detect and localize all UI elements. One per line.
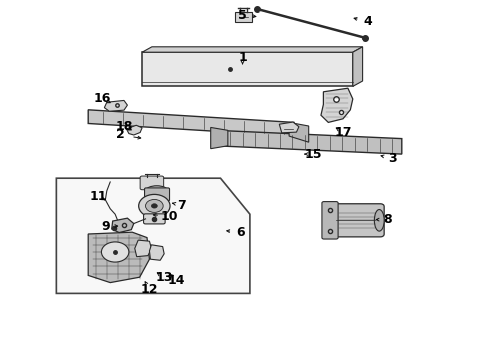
Polygon shape	[289, 122, 309, 142]
FancyBboxPatch shape	[145, 188, 170, 201]
Polygon shape	[279, 122, 299, 133]
Text: 11: 11	[89, 190, 107, 203]
Text: 9: 9	[101, 220, 110, 233]
FancyBboxPatch shape	[330, 204, 384, 237]
Text: 5: 5	[238, 9, 247, 22]
Polygon shape	[56, 178, 250, 293]
Text: 8: 8	[383, 213, 392, 226]
Text: 4: 4	[363, 15, 372, 28]
Text: 3: 3	[388, 152, 396, 165]
Ellipse shape	[374, 210, 384, 231]
Text: 7: 7	[177, 199, 186, 212]
Circle shape	[146, 199, 163, 212]
Text: 10: 10	[160, 210, 178, 222]
FancyBboxPatch shape	[140, 176, 164, 190]
Polygon shape	[321, 88, 353, 122]
Circle shape	[139, 194, 170, 217]
Text: 2: 2	[116, 129, 124, 141]
Polygon shape	[142, 47, 363, 52]
Text: 1: 1	[238, 51, 247, 64]
Text: 16: 16	[93, 92, 111, 105]
Text: 14: 14	[168, 274, 185, 287]
FancyBboxPatch shape	[144, 214, 165, 224]
Polygon shape	[112, 218, 134, 233]
Text: 15: 15	[305, 148, 322, 161]
Polygon shape	[88, 232, 149, 283]
Polygon shape	[135, 240, 151, 257]
Polygon shape	[88, 110, 294, 136]
Text: 18: 18	[115, 120, 133, 133]
Polygon shape	[216, 130, 402, 154]
Polygon shape	[104, 100, 127, 111]
Text: 13: 13	[155, 271, 173, 284]
Text: 12: 12	[141, 283, 158, 296]
Bar	[235, 12, 252, 22]
Text: 6: 6	[236, 226, 245, 239]
Text: 17: 17	[334, 126, 352, 139]
FancyBboxPatch shape	[322, 202, 338, 239]
Polygon shape	[142, 52, 353, 86]
Polygon shape	[211, 127, 228, 149]
Ellipse shape	[146, 186, 168, 196]
Circle shape	[151, 204, 157, 208]
Circle shape	[101, 242, 129, 262]
Polygon shape	[149, 245, 164, 260]
Polygon shape	[126, 125, 142, 135]
Polygon shape	[353, 47, 363, 86]
